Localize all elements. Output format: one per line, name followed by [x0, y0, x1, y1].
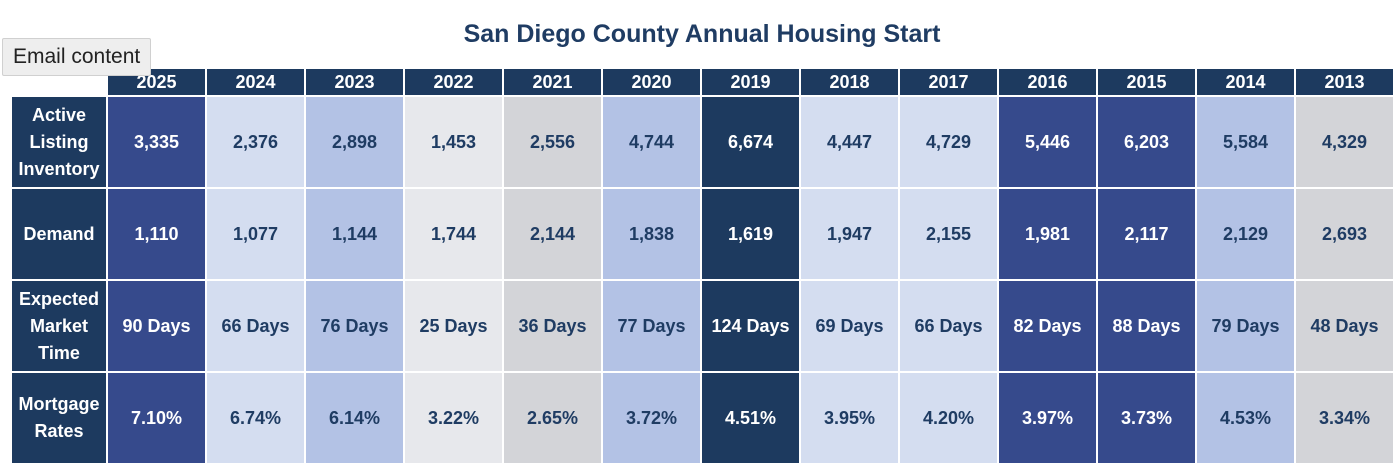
table-cell: 2,898: [306, 97, 403, 187]
table-row: Active Listing Inventory 3,335 2,376 2,898…: [12, 97, 1393, 187]
table-cell: 4.53%: [1197, 373, 1294, 463]
table-body: Active Listing Inventory 3,335 2,376 2,898…: [12, 97, 1393, 463]
table-cell: 79 Days: [1197, 281, 1294, 371]
table-cell: 88 Days: [1098, 281, 1195, 371]
table-row: Expected Market Time 90 Days 66 Days 76 Da…: [12, 281, 1393, 371]
row-label-mortgage-rates: Mortgage Rates: [12, 373, 106, 463]
table-cell: 6.14%: [306, 373, 403, 463]
table-cell: 2,129: [1197, 189, 1294, 279]
table-cell: 4,447: [801, 97, 898, 187]
header-row: 2025 2024 2023 2022 2021 2020 2019 2018 …: [12, 69, 1393, 95]
year-header-2017: 2017: [900, 69, 997, 95]
row-label-active-listing-inventory: Active Listing Inventory: [12, 97, 106, 187]
table-cell: 6.74%: [207, 373, 304, 463]
year-header-2023: 2023: [306, 69, 403, 95]
table-title: San Diego County Annual Housing Start: [463, 20, 941, 48]
table-cell: 1,947: [801, 189, 898, 279]
table-cell: 3.22%: [405, 373, 502, 463]
year-header-2021: 2021: [504, 69, 601, 95]
table-cell: 36 Days: [504, 281, 601, 371]
year-header-2022: 2022: [405, 69, 502, 95]
table-cell: 66 Days: [900, 281, 997, 371]
table-cell: 2.65%: [504, 373, 601, 463]
table-cell: 2,117: [1098, 189, 1195, 279]
table-cell: 5,584: [1197, 97, 1294, 187]
email-content-tooltip: Email content: [2, 38, 152, 76]
table-cell: 7.10%: [108, 373, 205, 463]
year-header-2014: 2014: [1197, 69, 1294, 95]
table-cell: 2,693: [1296, 189, 1393, 279]
table-cell: 3.34%: [1296, 373, 1393, 463]
table-cell: 25 Days: [405, 281, 502, 371]
table-cell: 1,838: [603, 189, 700, 279]
table-cell: 4,729: [900, 97, 997, 187]
table-cell: 77 Days: [603, 281, 700, 371]
table-cell: 3.97%: [999, 373, 1096, 463]
table-cell: 6,674: [702, 97, 799, 187]
table-cell: 1,077: [207, 189, 304, 279]
table-cell: 1,453: [405, 97, 502, 187]
table-cell: 6,203: [1098, 97, 1195, 187]
table-cell: 1,619: [702, 189, 799, 279]
table-cell: 4,329: [1296, 97, 1393, 187]
table-cell: 124 Days: [702, 281, 799, 371]
year-header-2016: 2016: [999, 69, 1096, 95]
table-cell: 66 Days: [207, 281, 304, 371]
table-cell: 1,144: [306, 189, 403, 279]
table-cell: 1,981: [999, 189, 1096, 279]
row-label-expected-market-time: Expected Market Time: [12, 281, 106, 371]
table-cell: 2,155: [900, 189, 997, 279]
table-cell: 82 Days: [999, 281, 1096, 371]
table-cell: 3.95%: [801, 373, 898, 463]
table-cell: 3,335: [108, 97, 205, 187]
table-cell: 5,446: [999, 97, 1096, 187]
year-header-2018: 2018: [801, 69, 898, 95]
table-cell: 1,110: [108, 189, 205, 279]
table-cell: 3.72%: [603, 373, 700, 463]
table-row: Mortgage Rates 7.10% 6.74% 6.14% 3.22% 2.65%…: [12, 373, 1393, 463]
table-cell: 4.51%: [702, 373, 799, 463]
table-cell: 90 Days: [108, 281, 205, 371]
year-header-2013: 2013: [1296, 69, 1393, 95]
table-cell: 2,376: [207, 97, 304, 187]
year-header-2019: 2019: [702, 69, 799, 95]
table-cell: 1,744: [405, 189, 502, 279]
table-cell: 2,556: [504, 97, 601, 187]
year-header-2015: 2015: [1098, 69, 1195, 95]
table-cell: 2,144: [504, 189, 601, 279]
table-cell: 76 Days: [306, 281, 403, 371]
table-cell: 3.73%: [1098, 373, 1195, 463]
housing-table: 2025 2024 2023 2022 2021 2020 2019 2018 …: [10, 67, 1395, 465]
table-row: Demand 1,110 1,077 1,144 1,744 2,144 1,838 1,6…: [12, 189, 1393, 279]
year-header-2024: 2024: [207, 69, 304, 95]
year-header-2020: 2020: [603, 69, 700, 95]
table-cell: 69 Days: [801, 281, 898, 371]
table-cell: 48 Days: [1296, 281, 1393, 371]
row-label-demand: Demand: [12, 189, 106, 279]
table-cell: 4.20%: [900, 373, 997, 463]
table-cell: 4,744: [603, 97, 700, 187]
